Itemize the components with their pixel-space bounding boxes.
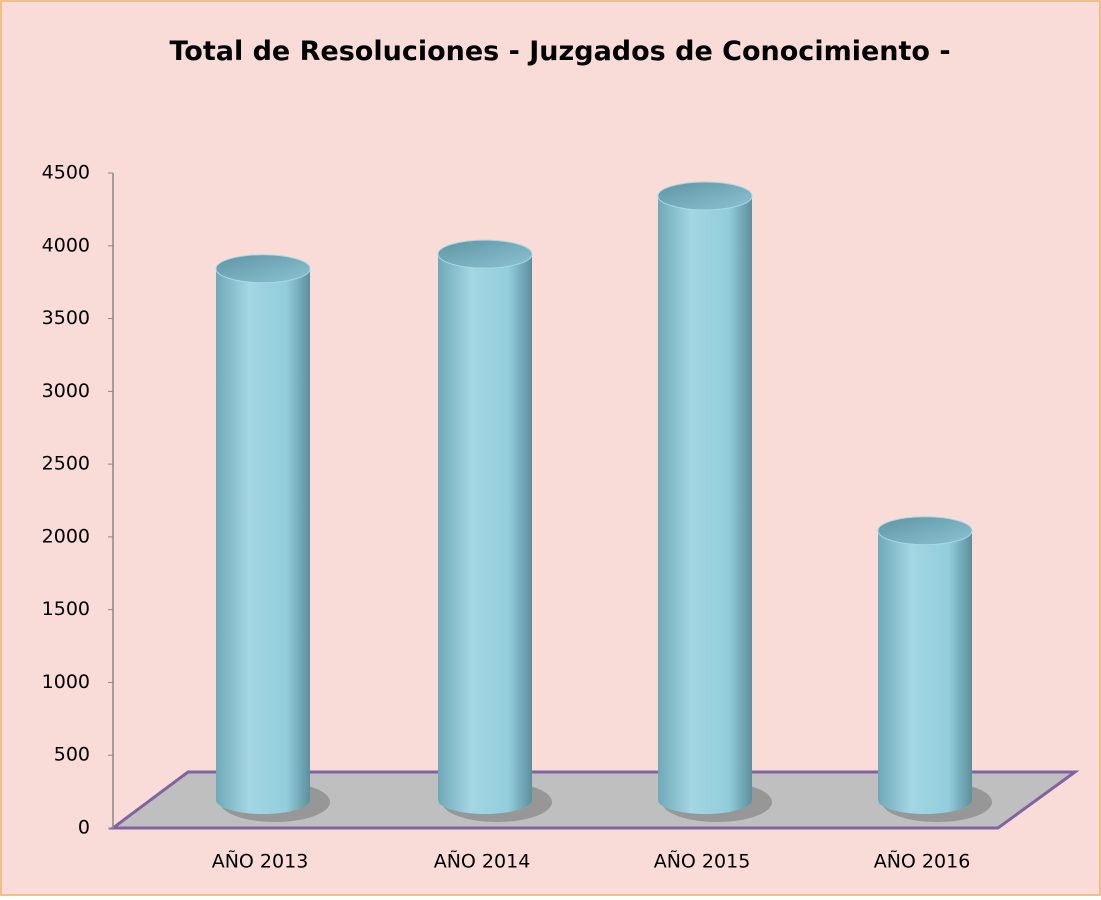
x-tick-label: AÑO 2014 [434,850,531,873]
x-tick-label: AÑO 2015 [654,850,751,873]
y-tick-label: 2500 [42,453,90,475]
y-tick-label: 3500 [42,307,90,329]
y-tick-label: 2000 [42,525,90,547]
bar-top [215,254,311,284]
bar [438,254,532,814]
bar-top [877,516,973,546]
bar [658,195,752,814]
bar [216,268,310,814]
y-tick-label: 4500 [42,162,90,184]
chart-title: Total de Resoluciones - Juzgados de Cono… [169,36,950,67]
y-tick-label: 1500 [42,598,90,620]
bar-top [657,181,753,211]
bar [878,530,972,814]
y-tick-label: 1000 [42,671,90,693]
bar-top [437,239,533,269]
y-tick-label: 3000 [42,380,90,402]
y-tick-label: 4000 [42,234,90,256]
floor [108,770,1080,830]
x-tick-label: AÑO 2016 [874,850,971,873]
y-tick-label: 0 [78,817,90,839]
y-tick-label: 500 [54,744,90,766]
x-tick-label: AÑO 2013 [212,850,309,873]
